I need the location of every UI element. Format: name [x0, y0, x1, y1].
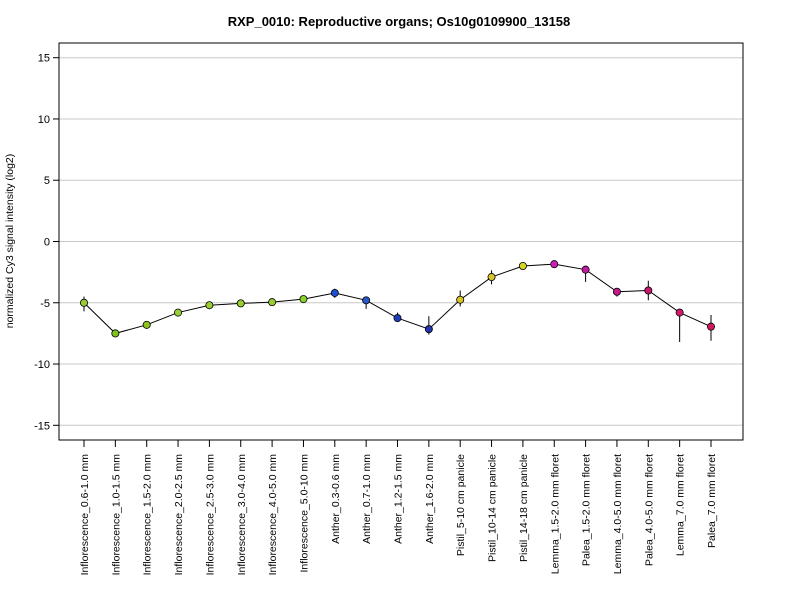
x-tick-label: Lemma_7.0 mm floret [675, 454, 687, 556]
data-point [518, 262, 527, 271]
x-tick-label: Pistil_10-14 cm panicle [487, 454, 499, 562]
y-tick-label: -15 [34, 420, 50, 432]
data-point [268, 298, 277, 307]
data-point [644, 286, 653, 295]
data-point [487, 273, 496, 282]
x-tick-label: Pistil_5-10 cm panicle [455, 454, 467, 556]
y-axis-label: normalized Cy3 signal intensity (log2) [4, 154, 16, 329]
x-tick-label: Palea_4.0-5.0 mm floret [643, 454, 655, 566]
x-tick-label: Inflorescence_0.6-1.0 mm [79, 454, 91, 576]
data-point [612, 287, 621, 296]
x-tick-label: Inflorescence_1.5-2.0 mm [142, 454, 154, 576]
x-tick-label: Anther_0.7-1.0 mm [361, 454, 373, 544]
x-tick-label: Palea_7.0 mm floret [706, 454, 718, 548]
x-tick-label: Anther_0.3-0.6 mm [330, 454, 342, 544]
series-line [83, 263, 712, 334]
x-tick-label: Inflorescence_2.5-3.0 mm [204, 454, 216, 576]
data-point [675, 308, 684, 317]
data-point [174, 308, 183, 317]
chart-title: RXP_0010: Reproductive organs; Os10g0109… [228, 14, 571, 29]
data-point [550, 260, 559, 269]
x-tick-label: Inflorescence_3.0-4.0 mm [236, 454, 248, 576]
data-point [362, 296, 371, 305]
y-axis: -15 -10 -5 0 5 10 15 [34, 53, 59, 432]
series [80, 260, 716, 342]
data-point [393, 314, 402, 323]
data-point [456, 295, 465, 304]
y-tick-label: 10 [38, 114, 50, 126]
x-tick-label: Inflorescence_5.0-10 mm [298, 454, 310, 573]
data-point [111, 329, 120, 338]
x-tick-label: Pistil_14-18 cm panicle [518, 454, 530, 562]
x-tick-label: Anther_1.2-1.5 mm [393, 454, 405, 544]
data-point [142, 320, 151, 329]
x-tick-label: Palea_1.5-2.0 mm floret [581, 454, 593, 566]
x-tick-label: Inflorescence_1.0-1.5 mm [110, 454, 122, 576]
y-tick-label: 0 [44, 237, 50, 249]
y-tick-label: -5 [40, 298, 50, 310]
x-tick-label: Lemma_4.0-5.0 mm floret [612, 454, 624, 574]
data-point [707, 322, 716, 331]
data-point [80, 298, 89, 307]
y-tick-label: 15 [38, 53, 50, 65]
x-tick-label: Lemma_1.5-2.0 mm floret [549, 454, 561, 574]
y-tick-label: -10 [34, 359, 50, 371]
data-point [205, 301, 214, 310]
x-tick-label: Inflorescence_2.0-2.5 mm [173, 454, 185, 576]
x-axis: Inflorescence_0.6-1.0 mm Inflorescence_1.… [79, 440, 718, 575]
x-tick-label: Anther_1.6-2.0 mm [424, 454, 436, 544]
data-point [424, 325, 433, 334]
grid [59, 57, 743, 426]
data-point [299, 295, 308, 304]
data-point [581, 265, 590, 274]
y-tick-label: 5 [44, 175, 50, 187]
data-point [236, 299, 245, 308]
x-tick-label: Inflorescence_4.0-5.0 mm [267, 454, 279, 576]
data-point [330, 288, 339, 297]
